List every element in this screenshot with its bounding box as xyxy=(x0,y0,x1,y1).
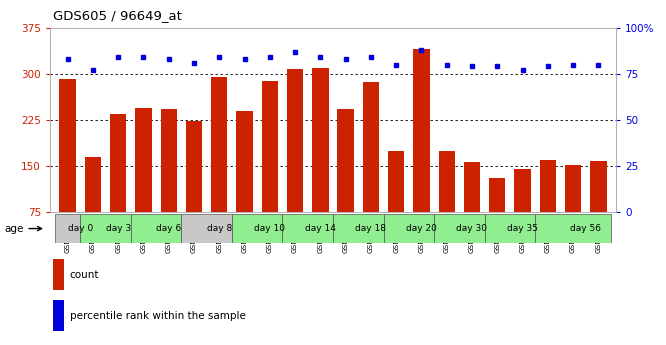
Bar xyxy=(413,49,430,212)
Text: GDS605 / 96649_at: GDS605 / 96649_at xyxy=(53,9,182,22)
Bar xyxy=(434,214,485,243)
Bar xyxy=(232,214,282,243)
Bar xyxy=(590,161,607,212)
Bar xyxy=(438,151,455,212)
Bar xyxy=(53,259,64,290)
Bar xyxy=(514,169,531,212)
Bar xyxy=(338,109,354,212)
Bar xyxy=(333,214,384,243)
Bar xyxy=(131,214,181,243)
Text: day 3: day 3 xyxy=(105,224,131,233)
Text: day 6: day 6 xyxy=(156,224,181,233)
Text: day 14: day 14 xyxy=(305,224,336,233)
Bar xyxy=(539,160,556,212)
Bar xyxy=(81,214,131,243)
Bar xyxy=(59,79,76,212)
Bar xyxy=(489,178,505,212)
Bar xyxy=(186,120,202,212)
Bar xyxy=(282,214,333,243)
Bar xyxy=(135,108,152,212)
Bar xyxy=(262,80,278,212)
Bar xyxy=(485,214,535,243)
Bar xyxy=(85,157,101,212)
Text: day 10: day 10 xyxy=(254,224,285,233)
Bar xyxy=(236,111,253,212)
Bar xyxy=(312,68,328,212)
Text: day 35: day 35 xyxy=(507,224,538,233)
Bar xyxy=(55,214,81,243)
Bar xyxy=(287,69,303,212)
Bar xyxy=(464,162,480,212)
Text: day 18: day 18 xyxy=(356,224,386,233)
Text: age: age xyxy=(4,224,41,234)
Bar xyxy=(211,77,228,212)
Text: percentile rank within the sample: percentile rank within the sample xyxy=(70,311,246,321)
Text: day 30: day 30 xyxy=(456,224,488,233)
Bar xyxy=(384,214,434,243)
Bar xyxy=(161,109,177,212)
Text: day 0: day 0 xyxy=(68,224,93,233)
Bar xyxy=(535,214,611,243)
Text: count: count xyxy=(70,270,99,280)
Text: day 20: day 20 xyxy=(406,224,437,233)
Bar xyxy=(363,82,379,212)
Bar xyxy=(388,151,404,212)
Text: day 56: day 56 xyxy=(570,224,601,233)
Bar xyxy=(181,214,232,243)
Bar xyxy=(53,300,64,331)
Text: day 8: day 8 xyxy=(206,224,232,233)
Bar xyxy=(565,165,581,212)
Bar xyxy=(110,114,127,212)
